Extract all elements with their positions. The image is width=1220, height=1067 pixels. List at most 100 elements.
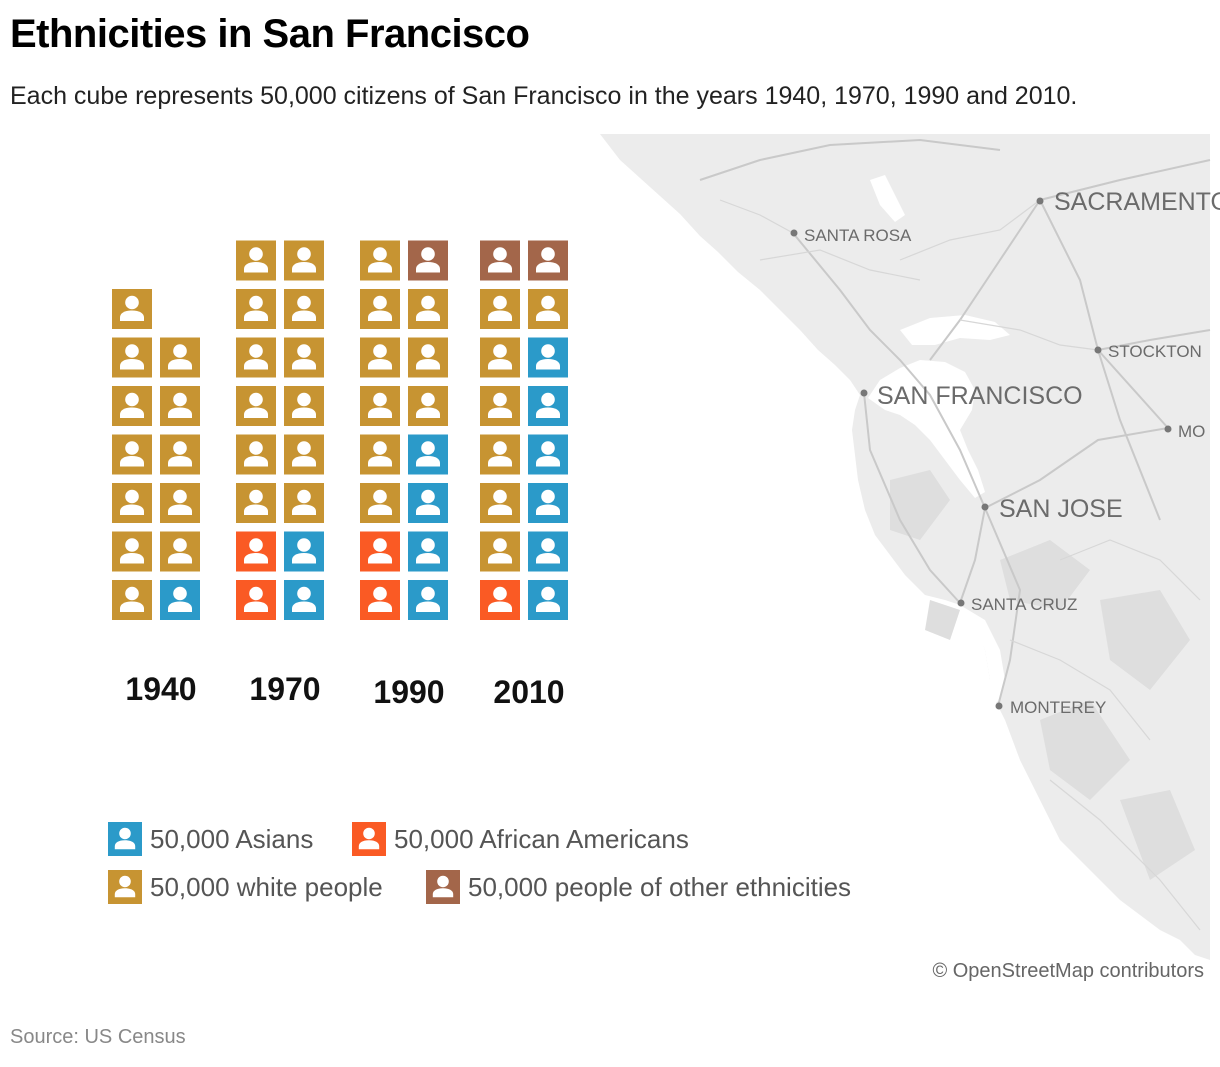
city-label-monterey: MONTEREY — [1010, 698, 1106, 717]
person-cube-white — [236, 337, 276, 378]
legend-swatch-african-american — [352, 822, 386, 856]
person-cube-white — [528, 289, 568, 329]
person-cube-asian — [408, 531, 448, 572]
legend-label-african-americans: 50,000 African Americans — [394, 823, 689, 854]
person-cube-asian — [528, 337, 568, 378]
person-cube-african-american — [360, 531, 400, 572]
person-cube-white — [360, 386, 400, 426]
person-cube-asian — [528, 483, 568, 523]
person-cube-white — [284, 289, 324, 329]
legend-label-other: 50,000 people of other ethnicities — [468, 871, 852, 902]
legend-label-white: 50,000 white people — [150, 871, 383, 902]
person-cube-african-american — [360, 580, 400, 620]
person-cube-white — [160, 483, 200, 523]
map-bay — [868, 360, 985, 498]
person-icon — [352, 822, 386, 856]
person-icon — [108, 822, 142, 856]
person-cube-asian — [408, 580, 448, 620]
person-cube-white — [112, 337, 152, 378]
legend-swatch-white — [108, 870, 142, 904]
year-label-2010: 2010 — [493, 674, 564, 710]
person-cube-white — [236, 434, 276, 475]
person-cube-white — [480, 434, 520, 475]
person-cube-white — [160, 386, 200, 426]
person-cube-white — [284, 240, 324, 281]
person-cube-asian — [528, 531, 568, 572]
person-cube-african-american — [480, 580, 520, 620]
person-cube-white — [112, 483, 152, 523]
person-cube-white — [160, 337, 200, 378]
person-cube-white — [236, 483, 276, 523]
year-labels: 1940 1970 1990 2010 — [125, 671, 564, 710]
person-cube-white — [112, 289, 152, 329]
map-attribution: © OpenStreetMap contributors — [932, 960, 1204, 982]
person-cube-african-american — [236, 531, 276, 572]
person-cube-white — [480, 337, 520, 378]
person-cube-asian — [284, 580, 324, 620]
legend-item-white: 50,000 white people — [108, 870, 383, 904]
person-cube-white — [160, 531, 200, 572]
city-label-stockton: STOCKTON — [1108, 342, 1202, 361]
city-label-sacramento: SACRAMENTO — [1054, 188, 1220, 216]
person-cube-white — [160, 434, 200, 475]
person-cube-white — [236, 386, 276, 426]
person-cube-asian — [284, 531, 324, 572]
map-san-pablo-bay — [900, 315, 1010, 345]
city-label-mo: MO — [1178, 422, 1205, 441]
page-subtitle: Each cube represents 50,000 citizens of … — [10, 82, 1078, 110]
person-cube-asian — [528, 386, 568, 426]
person-cube-white — [236, 240, 276, 281]
year-label-1940: 1940 — [125, 671, 196, 707]
year-label-1970: 1970 — [249, 671, 320, 707]
person-cube-african-american — [236, 580, 276, 620]
person-cube-white — [360, 434, 400, 475]
person-cube-white — [360, 240, 400, 281]
person-cube-white — [112, 434, 152, 475]
person-cube-white — [408, 337, 448, 378]
year-label-1990: 1990 — [373, 674, 444, 710]
person-cube-white — [408, 386, 448, 426]
person-cube-white — [112, 531, 152, 572]
person-cube-white — [284, 483, 324, 523]
person-cube-white — [284, 434, 324, 475]
page-title: Ethnicities in San Francisco — [10, 12, 530, 56]
person-cube-asian — [160, 580, 200, 620]
city-label-san-jose: SAN JOSE — [999, 495, 1123, 523]
person-cube-white — [284, 386, 324, 426]
person-cube-white — [112, 580, 152, 620]
legend-swatch-other — [426, 870, 460, 904]
person-cube-white — [236, 289, 276, 329]
legend-label-asians: 50,000 Asians — [150, 823, 314, 854]
city-label-san-francisco: SAN FRANCISCO — [877, 382, 1083, 410]
person-cube-asian — [528, 580, 568, 620]
person-cube-white — [480, 483, 520, 523]
person-cube-white — [360, 289, 400, 329]
person-cube-white — [284, 337, 324, 378]
person-cube-other — [408, 240, 448, 281]
map-monterey-bay — [960, 605, 1005, 705]
map-lake — [870, 175, 905, 222]
legend-item-african-americans: 50,000 African Americans — [352, 822, 689, 856]
person-cube-asian — [528, 434, 568, 475]
city-label-santa-cruz: SANTA CRUZ — [971, 595, 1077, 614]
source-note: Source: US Census — [10, 1026, 186, 1048]
person-cube-white — [480, 386, 520, 426]
person-cube-asian — [408, 483, 448, 523]
person-cube-white — [360, 337, 400, 378]
person-cube-white — [480, 289, 520, 329]
person-cube-white — [112, 386, 152, 426]
pictogram-cubes — [112, 240, 568, 620]
legend-item-other: 50,000 people of other ethnicities — [426, 870, 851, 904]
legend-item-asians: 50,000 Asians — [108, 822, 313, 856]
person-icon — [426, 870, 460, 904]
person-cube-other — [480, 240, 520, 281]
legend-swatch-asian — [108, 822, 142, 856]
person-icon — [108, 870, 142, 904]
person-cube-asian — [408, 434, 448, 475]
person-cube-other — [528, 240, 568, 281]
person-cube-white — [480, 531, 520, 572]
city-label-santa-rosa: SANTA ROSA — [804, 226, 912, 245]
